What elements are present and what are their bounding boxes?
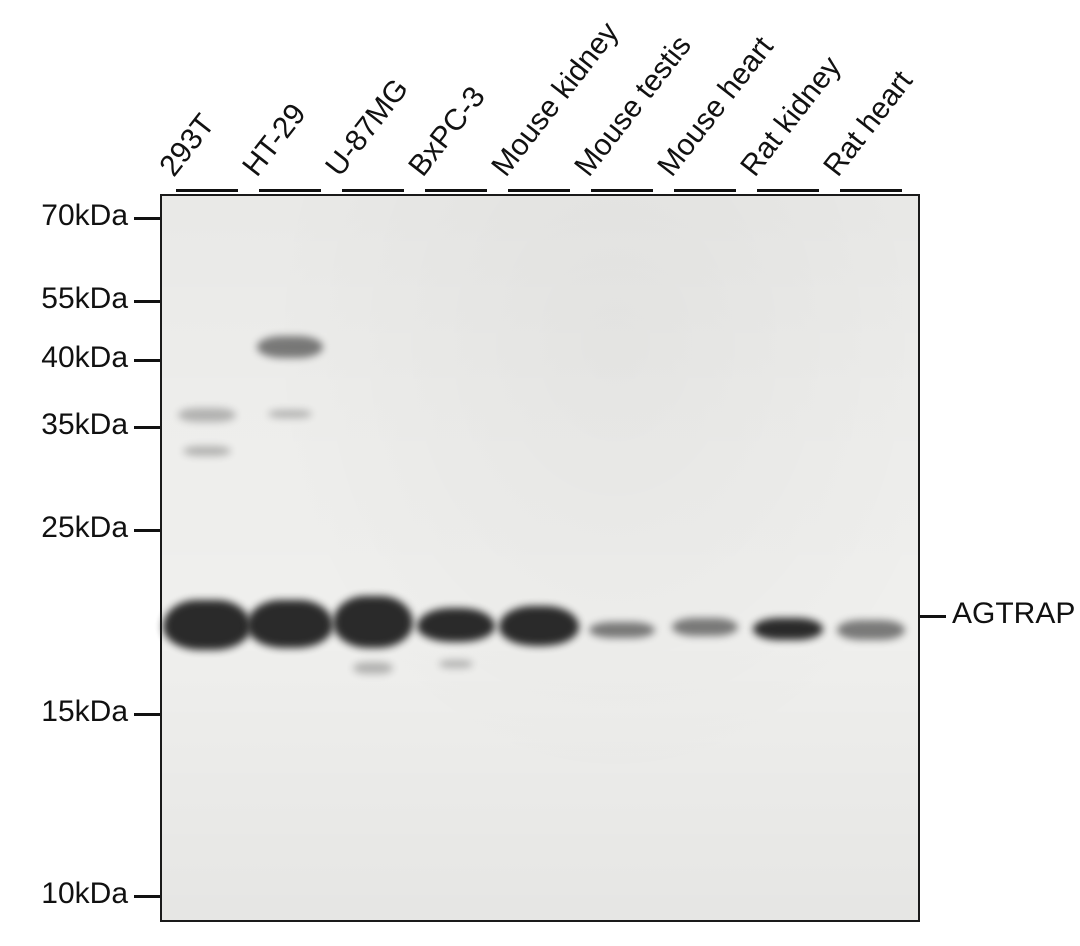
band xyxy=(672,618,738,636)
lane-label: U-87MG xyxy=(319,73,416,183)
band xyxy=(439,660,473,668)
mw-label: 35kDa xyxy=(41,408,128,442)
lane-bar xyxy=(508,189,570,192)
mw-tick xyxy=(134,359,160,362)
lane-label: BxPC-3 xyxy=(402,81,492,183)
mw-tick xyxy=(134,529,160,532)
band xyxy=(589,622,655,638)
mw-label: 70kDa xyxy=(41,199,128,233)
mw-tick xyxy=(134,217,160,220)
lane-label: HT-29 xyxy=(236,98,313,183)
lane-label: 293T xyxy=(153,108,222,183)
band xyxy=(247,600,333,648)
mw-label: 40kDa xyxy=(41,341,128,375)
band xyxy=(837,620,905,640)
band xyxy=(333,596,413,648)
lane-bar xyxy=(176,189,238,192)
band xyxy=(268,410,312,418)
lane-bar xyxy=(757,189,819,192)
band xyxy=(353,662,393,674)
mw-label: 15kDa xyxy=(41,695,128,729)
mw-tick xyxy=(134,895,160,898)
lane-bar xyxy=(840,189,902,192)
lane-bar xyxy=(342,189,404,192)
mw-label: 25kDa xyxy=(41,511,128,545)
band xyxy=(499,606,579,646)
band xyxy=(178,408,236,422)
lane-bar xyxy=(591,189,653,192)
lane-bar xyxy=(674,189,736,192)
agtrap-label: AGTRAP xyxy=(952,597,1075,631)
blot-region xyxy=(160,194,920,922)
agtrap-tick xyxy=(920,615,946,618)
band xyxy=(257,336,323,358)
mw-tick xyxy=(134,300,160,303)
western-blot-figure: 70kDa 55kDa 40kDa 35kDa 25kDa 15kDa 10kDa 293T… xyxy=(0,0,1080,946)
mw-label: 55kDa xyxy=(41,282,128,316)
mw-tick xyxy=(134,426,160,429)
lane-bar xyxy=(425,189,487,192)
band xyxy=(183,446,231,456)
band xyxy=(753,618,823,640)
band xyxy=(163,600,251,650)
mw-tick xyxy=(134,713,160,716)
band xyxy=(417,608,495,642)
mw-label: 10kDa xyxy=(41,877,128,911)
lane-bar xyxy=(259,189,321,192)
film-shading xyxy=(162,196,918,920)
